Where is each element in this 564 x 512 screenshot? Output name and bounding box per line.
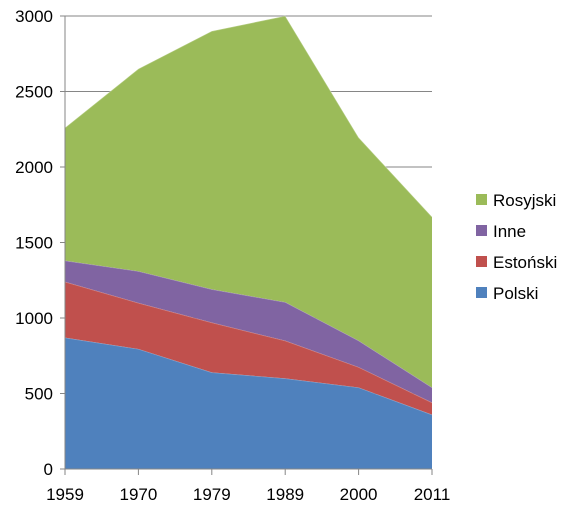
y-tick-label: 1000 [15,309,53,328]
y-tick-label: 0 [44,460,53,479]
legend-label-polski: Polski [493,284,538,303]
y-tick-label: 3000 [15,7,53,26]
legend-swatch-esto-ski [476,256,487,267]
x-tick-label: 1959 [46,485,84,504]
area-edge-rosyjski [64,15,433,218]
x-tick-label: 1989 [266,485,304,504]
area-series-inne [65,260,432,403]
y-tick-label: 1500 [15,234,53,253]
area-series-polski [65,337,432,469]
legend-swatch-polski [476,287,487,298]
tick-labels: 0 500 1000 1500 2000 2500 3000 1959 1970 1979 1989… [15,7,450,504]
x-tick-label: 2011 [414,485,451,504]
y-tick-label: 2500 [15,83,53,102]
x-tick-label: 1970 [119,485,157,504]
legend-swatch-rosyjski [476,194,487,205]
x-tick-label: 1979 [193,485,231,504]
legend-label-rosyjski: Rosyjski [493,191,556,210]
series-areas [64,15,433,469]
legend: Rosyjski Inne Estoński Polski [476,191,557,303]
y-tick-label: 2000 [15,158,53,177]
y-tick-label: 500 [25,385,53,404]
legend-label-esto-ski: Estoński [493,253,557,272]
legend-label-inne: Inne [493,222,526,241]
area-series-esto-ski [65,281,432,415]
area-series-rosyjski [65,16,432,388]
legend-swatch-inne [476,225,487,236]
x-tick-label: 2000 [340,485,378,504]
axes [60,15,433,475]
